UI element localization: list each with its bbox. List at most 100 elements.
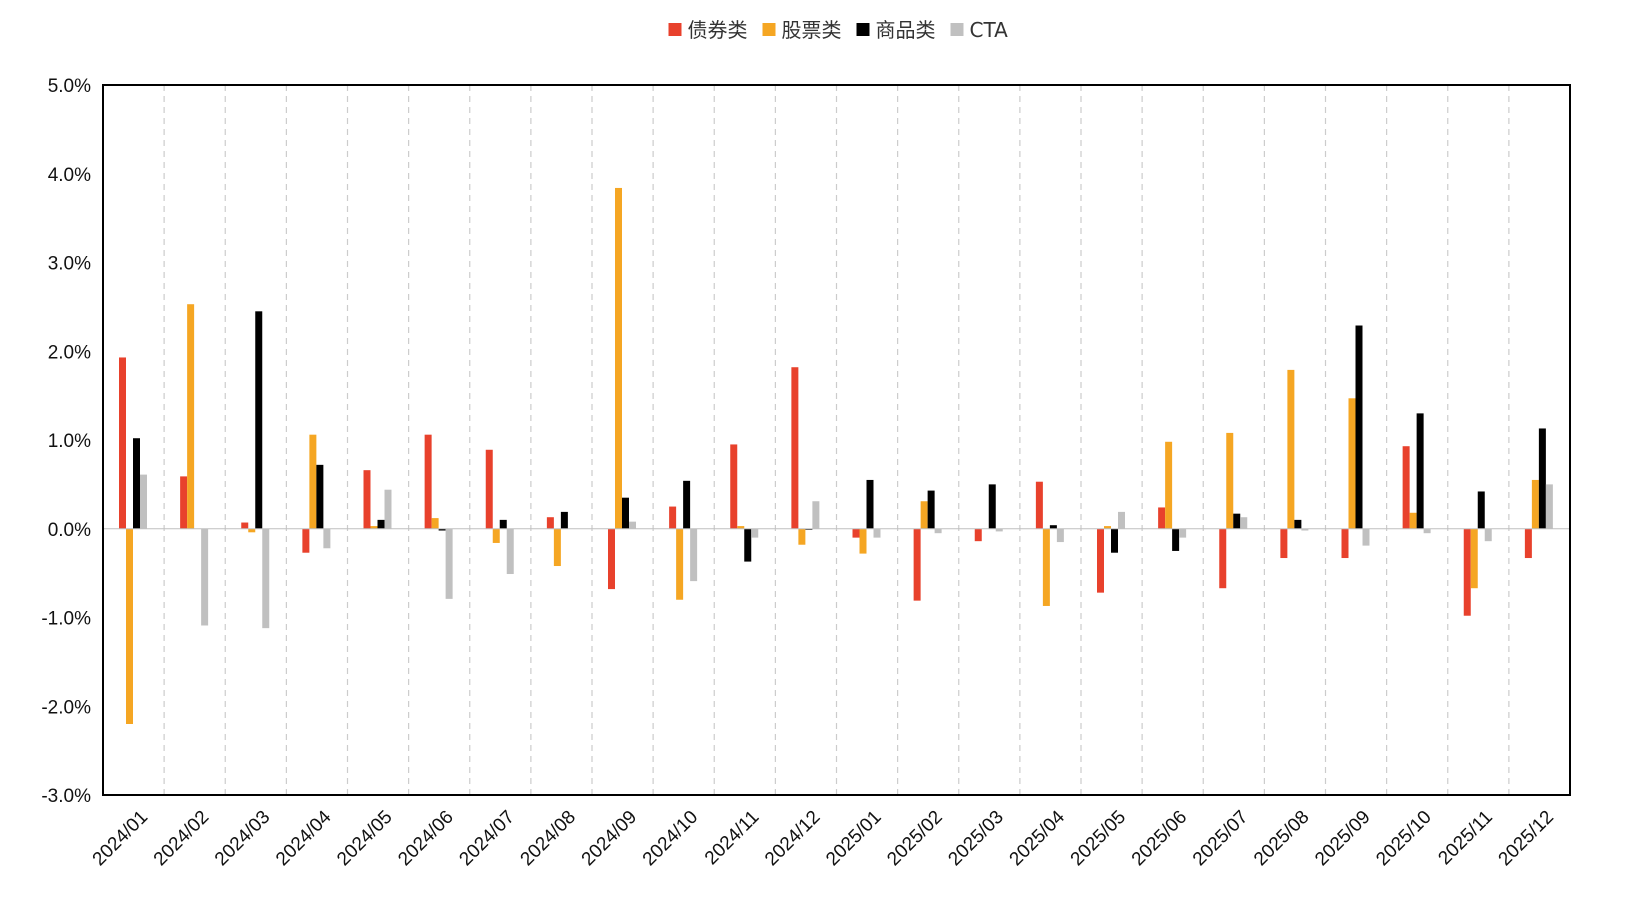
bar-股票类 bbox=[615, 187, 622, 529]
bar-债券类 bbox=[119, 357, 126, 529]
x-tick-label: 2025/04 bbox=[1006, 806, 1070, 870]
bar-CTA bbox=[995, 528, 1003, 532]
bar-商品类 bbox=[927, 490, 935, 529]
bar-CTA bbox=[1545, 484, 1553, 529]
bar-股票类 bbox=[1287, 369, 1295, 529]
bar-债券类 bbox=[1158, 507, 1166, 529]
bar-股票类 bbox=[309, 434, 317, 529]
bar-债券类 bbox=[424, 434, 432, 529]
y-tick-label: -2.0% bbox=[41, 697, 91, 718]
bar-股票类 bbox=[1531, 479, 1539, 529]
x-axis-tick-labels: 2024/012024/022024/032024/042024/052024/… bbox=[89, 806, 1558, 870]
bar-商品类 bbox=[744, 528, 752, 562]
bar-商品类 bbox=[1294, 519, 1302, 529]
bar-CTA bbox=[873, 528, 881, 538]
bar-股票类 bbox=[1348, 398, 1356, 529]
y-tick-label: 2.0% bbox=[48, 342, 91, 363]
x-tick-label: 2025/02 bbox=[883, 807, 946, 870]
bar-股票类 bbox=[798, 528, 806, 545]
bar-债券类 bbox=[485, 449, 493, 529]
bar-债券类 bbox=[913, 528, 921, 601]
bar-商品类 bbox=[1416, 413, 1424, 529]
bar-股票类 bbox=[859, 528, 867, 554]
bar-债券类 bbox=[241, 522, 249, 529]
bar-商品类 bbox=[499, 519, 507, 529]
x-tick-label: 2024/11 bbox=[701, 807, 763, 869]
x-tick-label: 2025/08 bbox=[1250, 807, 1313, 870]
bar-商品类 bbox=[1049, 525, 1057, 529]
bar-股票类 bbox=[126, 528, 133, 724]
bar-股票类 bbox=[1165, 441, 1173, 529]
bar-股票类 bbox=[187, 304, 195, 529]
y-axis-tick-labels: -3.0% -2.0% -1.0% 0.0% 1.0% 2.0% 3.0% 4.0% 5.0% bbox=[41, 76, 91, 807]
x-tick-label: 2025/07 bbox=[1189, 807, 1252, 870]
legend-label: 债券类 bbox=[688, 18, 748, 42]
bar-CTA bbox=[690, 528, 698, 582]
bar-股票类 bbox=[676, 528, 684, 600]
bar-商品类 bbox=[866, 479, 874, 529]
bar-CTA bbox=[323, 528, 331, 549]
bar-债券类 bbox=[791, 367, 799, 529]
bar-债券类 bbox=[1524, 528, 1532, 559]
bar-债券类 bbox=[1219, 528, 1227, 589]
x-tick-label: 2024/08 bbox=[517, 807, 580, 870]
x-tick-label: 2025/01 bbox=[822, 807, 885, 870]
bar-商品类 bbox=[377, 519, 385, 529]
x-tick-label: 2024/12 bbox=[761, 807, 824, 870]
bar-债券类 bbox=[1402, 446, 1410, 529]
bar-股票类 bbox=[492, 528, 500, 543]
bars bbox=[119, 187, 1553, 724]
bar-CTA bbox=[262, 528, 270, 629]
legend-label: 商品类 bbox=[876, 18, 936, 42]
x-tick-label: 2025/06 bbox=[1128, 807, 1191, 870]
bar-CTA bbox=[140, 474, 147, 529]
bar-商品类 bbox=[1172, 528, 1180, 551]
bar-债券类 bbox=[730, 444, 738, 529]
x-tick-label: 2024/10 bbox=[639, 807, 702, 870]
legend-swatch bbox=[762, 23, 776, 36]
bar-CTA bbox=[934, 528, 942, 534]
bar-CTA bbox=[201, 528, 209, 626]
bar-债券类 bbox=[1463, 528, 1471, 616]
bar-债券类 bbox=[1097, 528, 1104, 593]
bar-债券类 bbox=[608, 528, 615, 590]
x-tick-label: 2024/07 bbox=[455, 807, 518, 870]
bar-CTA bbox=[1362, 528, 1370, 546]
bar-债券类 bbox=[1280, 528, 1288, 559]
bar-商品类 bbox=[1477, 491, 1485, 529]
bar-商品类 bbox=[316, 464, 324, 529]
bar-CTA bbox=[445, 528, 453, 599]
bar-商品类 bbox=[683, 480, 691, 529]
x-tick-label: 2025/10 bbox=[1372, 807, 1435, 870]
bar-CTA bbox=[1484, 528, 1492, 542]
bar-股票类 bbox=[248, 528, 256, 533]
category-separators bbox=[163, 85, 1510, 795]
bar-债券类 bbox=[1341, 528, 1349, 559]
bar-商品类 bbox=[255, 311, 263, 529]
bar-CTA bbox=[1179, 528, 1187, 538]
bar-股票类 bbox=[370, 526, 378, 529]
bar-CTA bbox=[1118, 511, 1125, 529]
bar-债券类 bbox=[852, 528, 860, 538]
y-tick-label: 4.0% bbox=[48, 165, 91, 186]
bar-商品类 bbox=[988, 484, 996, 529]
x-tick-label: 2025/03 bbox=[944, 807, 1007, 870]
legend-swatch bbox=[950, 23, 964, 36]
bar-商品类 bbox=[1111, 528, 1118, 553]
bar-股票类 bbox=[1104, 526, 1111, 529]
y-tick-label: 3.0% bbox=[48, 254, 91, 275]
x-tick-label: 2024/09 bbox=[578, 807, 641, 870]
x-tick-label: 2025/12 bbox=[1495, 807, 1558, 870]
y-tick-label: 0.0% bbox=[48, 520, 91, 541]
y-tick-label: 5.0% bbox=[48, 76, 91, 97]
bar-债券类 bbox=[1035, 481, 1043, 529]
legend-label: 股票类 bbox=[782, 18, 842, 42]
plot-frame bbox=[102, 84, 1571, 796]
x-tick-label: 2024/02 bbox=[150, 807, 213, 870]
x-tick-label: 2024/01 bbox=[89, 807, 152, 870]
bar-CTA bbox=[1301, 528, 1309, 531]
bar-CTA bbox=[629, 521, 636, 529]
bar-债券类 bbox=[180, 476, 188, 529]
